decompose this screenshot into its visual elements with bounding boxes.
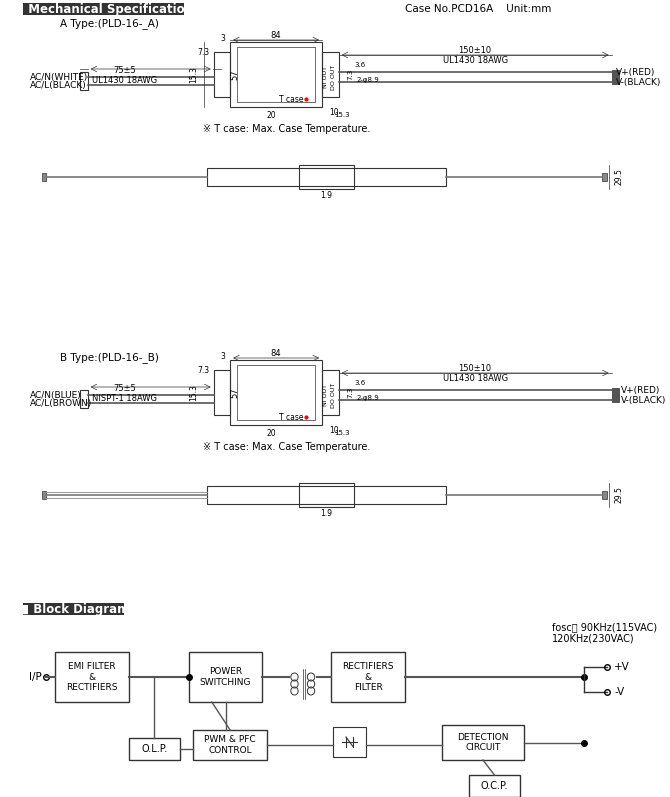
Text: 150±10: 150±10 bbox=[458, 363, 492, 372]
Text: 10: 10 bbox=[330, 426, 339, 434]
Bar bbox=[207, 486, 446, 504]
Text: 57: 57 bbox=[230, 387, 239, 398]
Text: 3.6: 3.6 bbox=[354, 61, 366, 68]
Text: T case: T case bbox=[279, 95, 304, 104]
Text: V+(RED): V+(RED) bbox=[616, 68, 656, 77]
Text: 15.3: 15.3 bbox=[189, 66, 198, 83]
Bar bbox=[331, 652, 405, 702]
Text: 75±5: 75±5 bbox=[113, 65, 136, 74]
Text: 29.5: 29.5 bbox=[614, 168, 623, 186]
Text: 15.3: 15.3 bbox=[334, 112, 350, 118]
Text: 84: 84 bbox=[271, 30, 281, 40]
Bar bbox=[299, 165, 354, 189]
Text: UL1430 18AWG: UL1430 18AWG bbox=[92, 76, 157, 84]
Text: -V: -V bbox=[614, 687, 624, 697]
Text: AC/N(WHITE): AC/N(WHITE) bbox=[29, 73, 88, 81]
Bar bbox=[207, 168, 446, 186]
Text: 3.6: 3.6 bbox=[354, 379, 366, 386]
Text: DO OUT: DO OUT bbox=[330, 383, 336, 407]
Bar bbox=[230, 42, 322, 107]
Text: O.L.P.: O.L.P. bbox=[141, 744, 168, 754]
Text: UL1430 18AWG: UL1430 18AWG bbox=[443, 374, 508, 383]
Text: 3: 3 bbox=[220, 33, 226, 42]
Text: T case: T case bbox=[279, 413, 304, 422]
Bar bbox=[237, 365, 315, 420]
Bar bbox=[214, 52, 230, 97]
Bar bbox=[194, 730, 267, 760]
Text: B Type:(PLD-16-_B): B Type:(PLD-16-_B) bbox=[60, 352, 159, 363]
Text: I/P: I/P bbox=[29, 672, 42, 682]
Bar bbox=[602, 173, 607, 181]
Bar bbox=[469, 775, 520, 797]
Text: 2-φ8.9: 2-φ8.9 bbox=[357, 77, 380, 83]
Text: Case No.PCD16A    Unit:mm: Case No.PCD16A Unit:mm bbox=[405, 4, 551, 14]
Bar bbox=[23, 603, 125, 615]
Bar bbox=[42, 491, 46, 499]
Text: 150±10: 150±10 bbox=[458, 45, 492, 54]
Bar bbox=[299, 483, 354, 507]
Bar bbox=[56, 652, 129, 702]
Text: POWER
SWITCHING: POWER SWITCHING bbox=[200, 667, 251, 687]
Text: V+(RED): V+(RED) bbox=[621, 386, 660, 395]
Text: ※ T case: Max. Case Temperature.: ※ T case: Max. Case Temperature. bbox=[202, 442, 370, 452]
Text: 84: 84 bbox=[271, 348, 281, 358]
Text: fosc： 90KHz(115VAC)
120KHz(230VAC): fosc： 90KHz(115VAC) 120KHz(230VAC) bbox=[552, 622, 657, 644]
Text: V-(BLACK): V-(BLACK) bbox=[616, 77, 661, 87]
Bar bbox=[602, 491, 607, 499]
Text: 1.9: 1.9 bbox=[321, 508, 333, 517]
Text: RECTIFIERS
&
FILTER: RECTIFIERS & FILTER bbox=[342, 662, 394, 692]
Text: A Type:(PLD-16-_A): A Type:(PLD-16-_A) bbox=[60, 18, 159, 29]
Text: 15.3: 15.3 bbox=[189, 384, 198, 401]
Text: ■ Mechanical Specification: ■ Mechanical Specification bbox=[13, 2, 193, 15]
Text: 20: 20 bbox=[267, 429, 276, 438]
Text: 7.3: 7.3 bbox=[348, 69, 354, 80]
Bar bbox=[612, 70, 619, 84]
Bar bbox=[42, 173, 46, 181]
Bar bbox=[214, 370, 230, 415]
Text: +V: +V bbox=[614, 662, 630, 672]
Bar bbox=[80, 72, 88, 90]
Text: NI OUT: NI OUT bbox=[323, 66, 328, 88]
Text: V-(BLACK): V-(BLACK) bbox=[621, 395, 666, 405]
Bar bbox=[129, 738, 180, 760]
Text: 7.3: 7.3 bbox=[348, 387, 354, 398]
Text: 20: 20 bbox=[267, 111, 276, 120]
Text: 10: 10 bbox=[330, 108, 339, 116]
Bar bbox=[189, 652, 263, 702]
Text: 15.3: 15.3 bbox=[334, 430, 350, 436]
Text: 75±5: 75±5 bbox=[113, 383, 136, 392]
Bar bbox=[322, 52, 338, 97]
Bar bbox=[333, 727, 366, 757]
Text: 2-φ8.9: 2-φ8.9 bbox=[357, 395, 380, 401]
Bar bbox=[612, 388, 619, 402]
Bar bbox=[80, 390, 88, 408]
Bar bbox=[23, 3, 184, 15]
Text: 29.5: 29.5 bbox=[614, 486, 623, 504]
Text: AC/N(BLUE): AC/N(BLUE) bbox=[29, 391, 82, 399]
Text: AC/L(BLACK): AC/L(BLACK) bbox=[29, 80, 86, 89]
Text: O.C.P.: O.C.P. bbox=[480, 781, 508, 791]
Text: DETECTION
CIRCUIT: DETECTION CIRCUIT bbox=[457, 732, 509, 752]
Text: 7.3: 7.3 bbox=[198, 366, 210, 375]
Bar bbox=[322, 370, 338, 415]
Text: 7.3: 7.3 bbox=[198, 48, 210, 57]
Text: 1.9: 1.9 bbox=[321, 190, 333, 199]
Bar bbox=[442, 725, 525, 760]
Bar bbox=[230, 360, 322, 425]
Text: ■ Block Diagram: ■ Block Diagram bbox=[18, 603, 129, 615]
Text: 3: 3 bbox=[220, 351, 226, 360]
Text: ※ T case: Max. Case Temperature.: ※ T case: Max. Case Temperature. bbox=[202, 124, 370, 134]
Text: AC/L(BROWN): AC/L(BROWN) bbox=[29, 398, 92, 407]
Text: UL1430 18AWG: UL1430 18AWG bbox=[443, 56, 508, 65]
Text: EMI FILTER
&
RECTIFIERS: EMI FILTER & RECTIFIERS bbox=[66, 662, 118, 692]
Bar bbox=[237, 47, 315, 102]
Text: NISPT-1 18AWG: NISPT-1 18AWG bbox=[92, 394, 157, 402]
Text: PWM & PFC
CONTROL: PWM & PFC CONTROL bbox=[204, 736, 256, 755]
Text: DO OUT: DO OUT bbox=[330, 65, 336, 89]
Text: NI OUT: NI OUT bbox=[323, 384, 328, 406]
Text: 57: 57 bbox=[230, 69, 239, 80]
